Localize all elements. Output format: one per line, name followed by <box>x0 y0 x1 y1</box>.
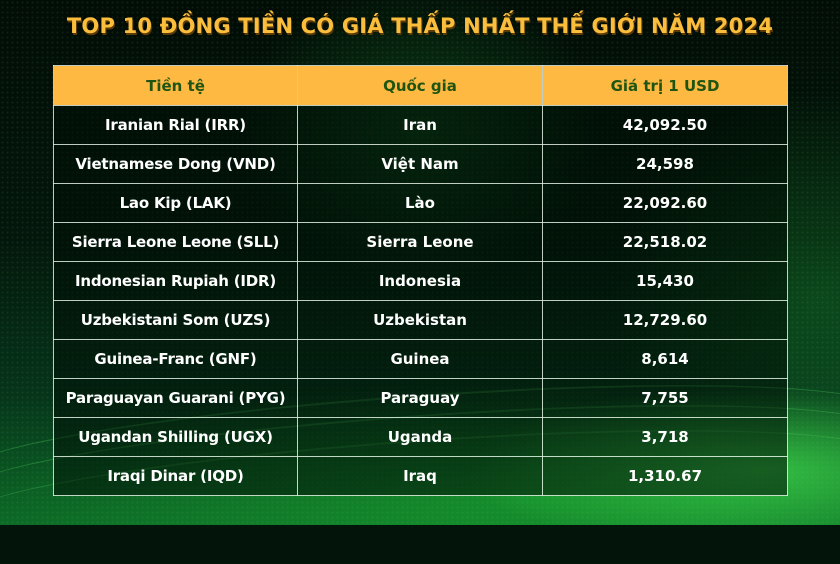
table-row: Vietnamese Dong (VND) Việt Nam 24,598 <box>53 144 788 184</box>
column-header-country: Quốc gia <box>297 65 543 106</box>
value-cell: 15,430 <box>542 261 788 301</box>
table-row: Iraqi Dinar (IQD) Iraq 1,310.67 <box>53 456 788 496</box>
currency-cell: Lao Kip (LAK) <box>53 183 298 223</box>
column-header-currency: Tiền tệ <box>53 65 298 106</box>
country-cell: Paraguay <box>297 378 543 418</box>
currency-cell: Iraqi Dinar (IQD) <box>53 456 298 496</box>
value-cell: 22,092.60 <box>542 183 788 223</box>
country-cell: Uganda <box>297 417 543 457</box>
table-row: Guinea-Franc (GNF) Guinea 8,614 <box>53 339 788 379</box>
value-cell: 8,614 <box>542 339 788 379</box>
country-cell: Iran <box>297 105 543 145</box>
country-cell: Lào <box>297 183 543 223</box>
currency-cell: Sierra Leone Leone (SLL) <box>53 222 298 262</box>
currency-cell: Indonesian Rupiah (IDR) <box>53 261 298 301</box>
country-cell: Guinea <box>297 339 543 379</box>
table-row: Sierra Leone Leone (SLL) Sierra Leone 22… <box>53 222 788 262</box>
currency-cell: Iranian Rial (IRR) <box>53 105 298 145</box>
table-row: Paraguayan Guarani (PYG) Paraguay 7,755 <box>53 378 788 418</box>
currency-cell: Uzbekistani Som (UZS) <box>53 300 298 340</box>
country-cell: Iraq <box>297 456 543 496</box>
table-header-row: Tiền tệ Quốc gia Giá trị 1 USD <box>53 65 788 106</box>
currency-cell: Guinea-Franc (GNF) <box>53 339 298 379</box>
value-cell: 12,729.60 <box>542 300 788 340</box>
table-row: Ugandan Shilling (UGX) Uganda 3,718 <box>53 417 788 457</box>
currency-cell: Ugandan Shilling (UGX) <box>53 417 298 457</box>
page-title: TOP 10 ĐỒNG TIỀN CÓ GIÁ THẤP NHẤT THẾ GI… <box>66 14 774 38</box>
value-cell: 42,092.50 <box>542 105 788 145</box>
currency-table: Tiền tệ Quốc gia Giá trị 1 USD Iranian R… <box>53 65 788 496</box>
table-row: Iranian Rial (IRR) Iran 42,092.50 <box>53 105 788 145</box>
value-cell: 3,718 <box>542 417 788 457</box>
country-cell: Sierra Leone <box>297 222 543 262</box>
value-cell: 1,310.67 <box>542 456 788 496</box>
table-row: Lao Kip (LAK) Lào 22,092.60 <box>53 183 788 223</box>
currency-cell: Paraguayan Guarani (PYG) <box>53 378 298 418</box>
column-header-value: Giá trị 1 USD <box>542 65 788 106</box>
value-cell: 7,755 <box>542 378 788 418</box>
country-cell: Việt Nam <box>297 144 543 184</box>
currency-cell: Vietnamese Dong (VND) <box>53 144 298 184</box>
country-cell: Indonesia <box>297 261 543 301</box>
table-row: Uzbekistani Som (UZS) Uzbekistan 12,729.… <box>53 300 788 340</box>
value-cell: 22,518.02 <box>542 222 788 262</box>
value-cell: 24,598 <box>542 144 788 184</box>
table-row: Indonesian Rupiah (IDR) Indonesia 15,430 <box>53 261 788 301</box>
country-cell: Uzbekistan <box>297 300 543 340</box>
